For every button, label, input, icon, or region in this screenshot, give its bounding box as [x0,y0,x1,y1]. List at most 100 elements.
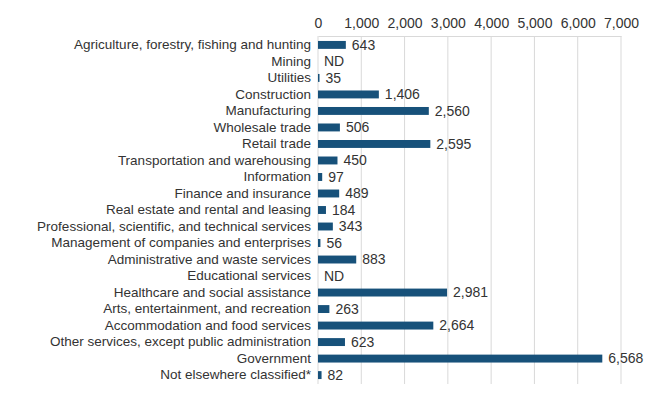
data-label: 2,981 [453,284,488,300]
bars [318,41,602,379]
category-label: Manufacturing [225,103,311,118]
y-tick: Information [243,169,318,184]
data-label: 2,560 [435,103,470,119]
y-tick: Management of companies and enterprises [51,235,318,250]
category-label: Other services, except public administra… [50,334,311,349]
y-tick: Professional, scientific, and technical … [37,219,318,234]
x-tick: 0 [315,15,323,36]
x-tick-label: 7,000 [604,15,639,31]
category-label: Mining [271,54,311,69]
y-tick: Healthcare and social assistance [114,285,318,300]
bar [318,305,329,313]
data-label: 56 [326,235,342,251]
y-tick: Utilities [267,70,318,85]
grid-line [361,36,362,384]
data-label: 1,406 [385,86,420,102]
data-label: 489 [345,185,369,201]
bar [318,107,429,115]
data-label: 2,664 [439,317,474,333]
data-label: 450 [343,152,367,168]
bar [318,322,433,330]
category-label: Information [243,169,311,184]
x-tick: 4,000 [474,15,509,36]
data-label: 506 [346,119,370,135]
y-tick: Finance and insurance [174,186,318,201]
y-tick: Agriculture, forestry, fishing and hunti… [74,37,318,52]
bar [318,289,447,297]
category-label: Accommodation and food services [105,318,312,333]
grid-line [577,36,578,384]
data-label: 883 [362,251,386,267]
x-axis: 0 1,000 2,000 3,000 4,000 5,000 6,000 7,000 [315,15,640,37]
bar [318,371,322,379]
x-tick-label: 2,000 [388,15,423,31]
category-label: Agriculture, forestry, fishing and hunti… [74,37,311,52]
y-tick: Manufacturing [225,103,318,118]
x-tick: 3,000 [431,15,466,36]
y-tick: Transportation and warehousing [118,153,318,168]
category-label: Healthcare and social assistance [114,285,311,300]
grid-line [491,36,492,384]
bar [318,338,345,346]
bar [318,41,346,49]
category-label: Wholesale trade [213,120,311,135]
data-label: 623 [351,334,375,350]
x-tick: 6,000 [561,15,596,36]
bar [318,173,322,181]
category-label: Transportation and warehousing [118,153,311,168]
bar [318,223,333,231]
category-label: Not elsewhere classified* [160,367,312,382]
x-tick: 2,000 [388,15,423,36]
x-tick-label: 1,000 [344,15,379,31]
bar [318,140,430,148]
bar [318,256,356,264]
y-tick: Other services, except public administra… [50,334,318,349]
bar [318,239,320,247]
x-tick: 5,000 [517,15,552,36]
bar [318,157,337,165]
y-tick: Wholesale trade [213,120,318,135]
data-label: ND [324,268,344,284]
x-tick-label: 6,000 [561,15,596,31]
data-label: 643 [352,37,376,53]
y-tick: Administrative and waste services [108,252,318,267]
data-label: 263 [335,301,359,317]
category-label: Utilities [267,70,311,85]
data-label: ND [324,53,344,69]
data-label: 343 [339,218,363,234]
grid-line [621,36,622,384]
y-tick: Accommodation and food services [105,318,318,333]
x-tick-label: 5,000 [517,15,552,31]
bar [318,190,339,198]
y-tick: Retail trade [242,136,318,151]
x-tick: 1,000 [344,15,379,36]
y-axis: Agriculture, forestry, fishing and hunti… [37,37,318,385]
category-label: Arts, entertainment, and recreation [103,301,311,316]
data-label: 97 [328,169,344,185]
category-label: Government [237,351,312,366]
category-label: Retail trade [242,136,311,151]
x-tick: 7,000 [604,15,639,36]
y-tick: Government [237,351,318,366]
data-label: 35 [326,70,342,86]
category-label: Construction [235,87,311,102]
data-label: 184 [332,202,356,218]
y-tick: Mining [271,54,318,69]
category-label: Management of companies and enterprises [51,235,311,250]
data-label: 2,595 [436,136,471,152]
x-tick-label: 3,000 [431,15,466,31]
bar [318,74,320,82]
bar [318,206,326,214]
bar [318,123,340,131]
y-tick: Arts, entertainment, and recreation [103,301,318,316]
data-label: 82 [328,367,344,383]
data-label: 6,568 [608,350,643,366]
grid [318,36,621,384]
category-label: Administrative and waste services [108,252,312,267]
category-label: Real estate and rental and leasing [106,202,311,217]
y-tick: Construction [235,87,318,102]
bar [318,355,602,363]
category-label: Finance and insurance [174,186,311,201]
bar [318,90,379,98]
category-label: Educational services [187,268,311,283]
